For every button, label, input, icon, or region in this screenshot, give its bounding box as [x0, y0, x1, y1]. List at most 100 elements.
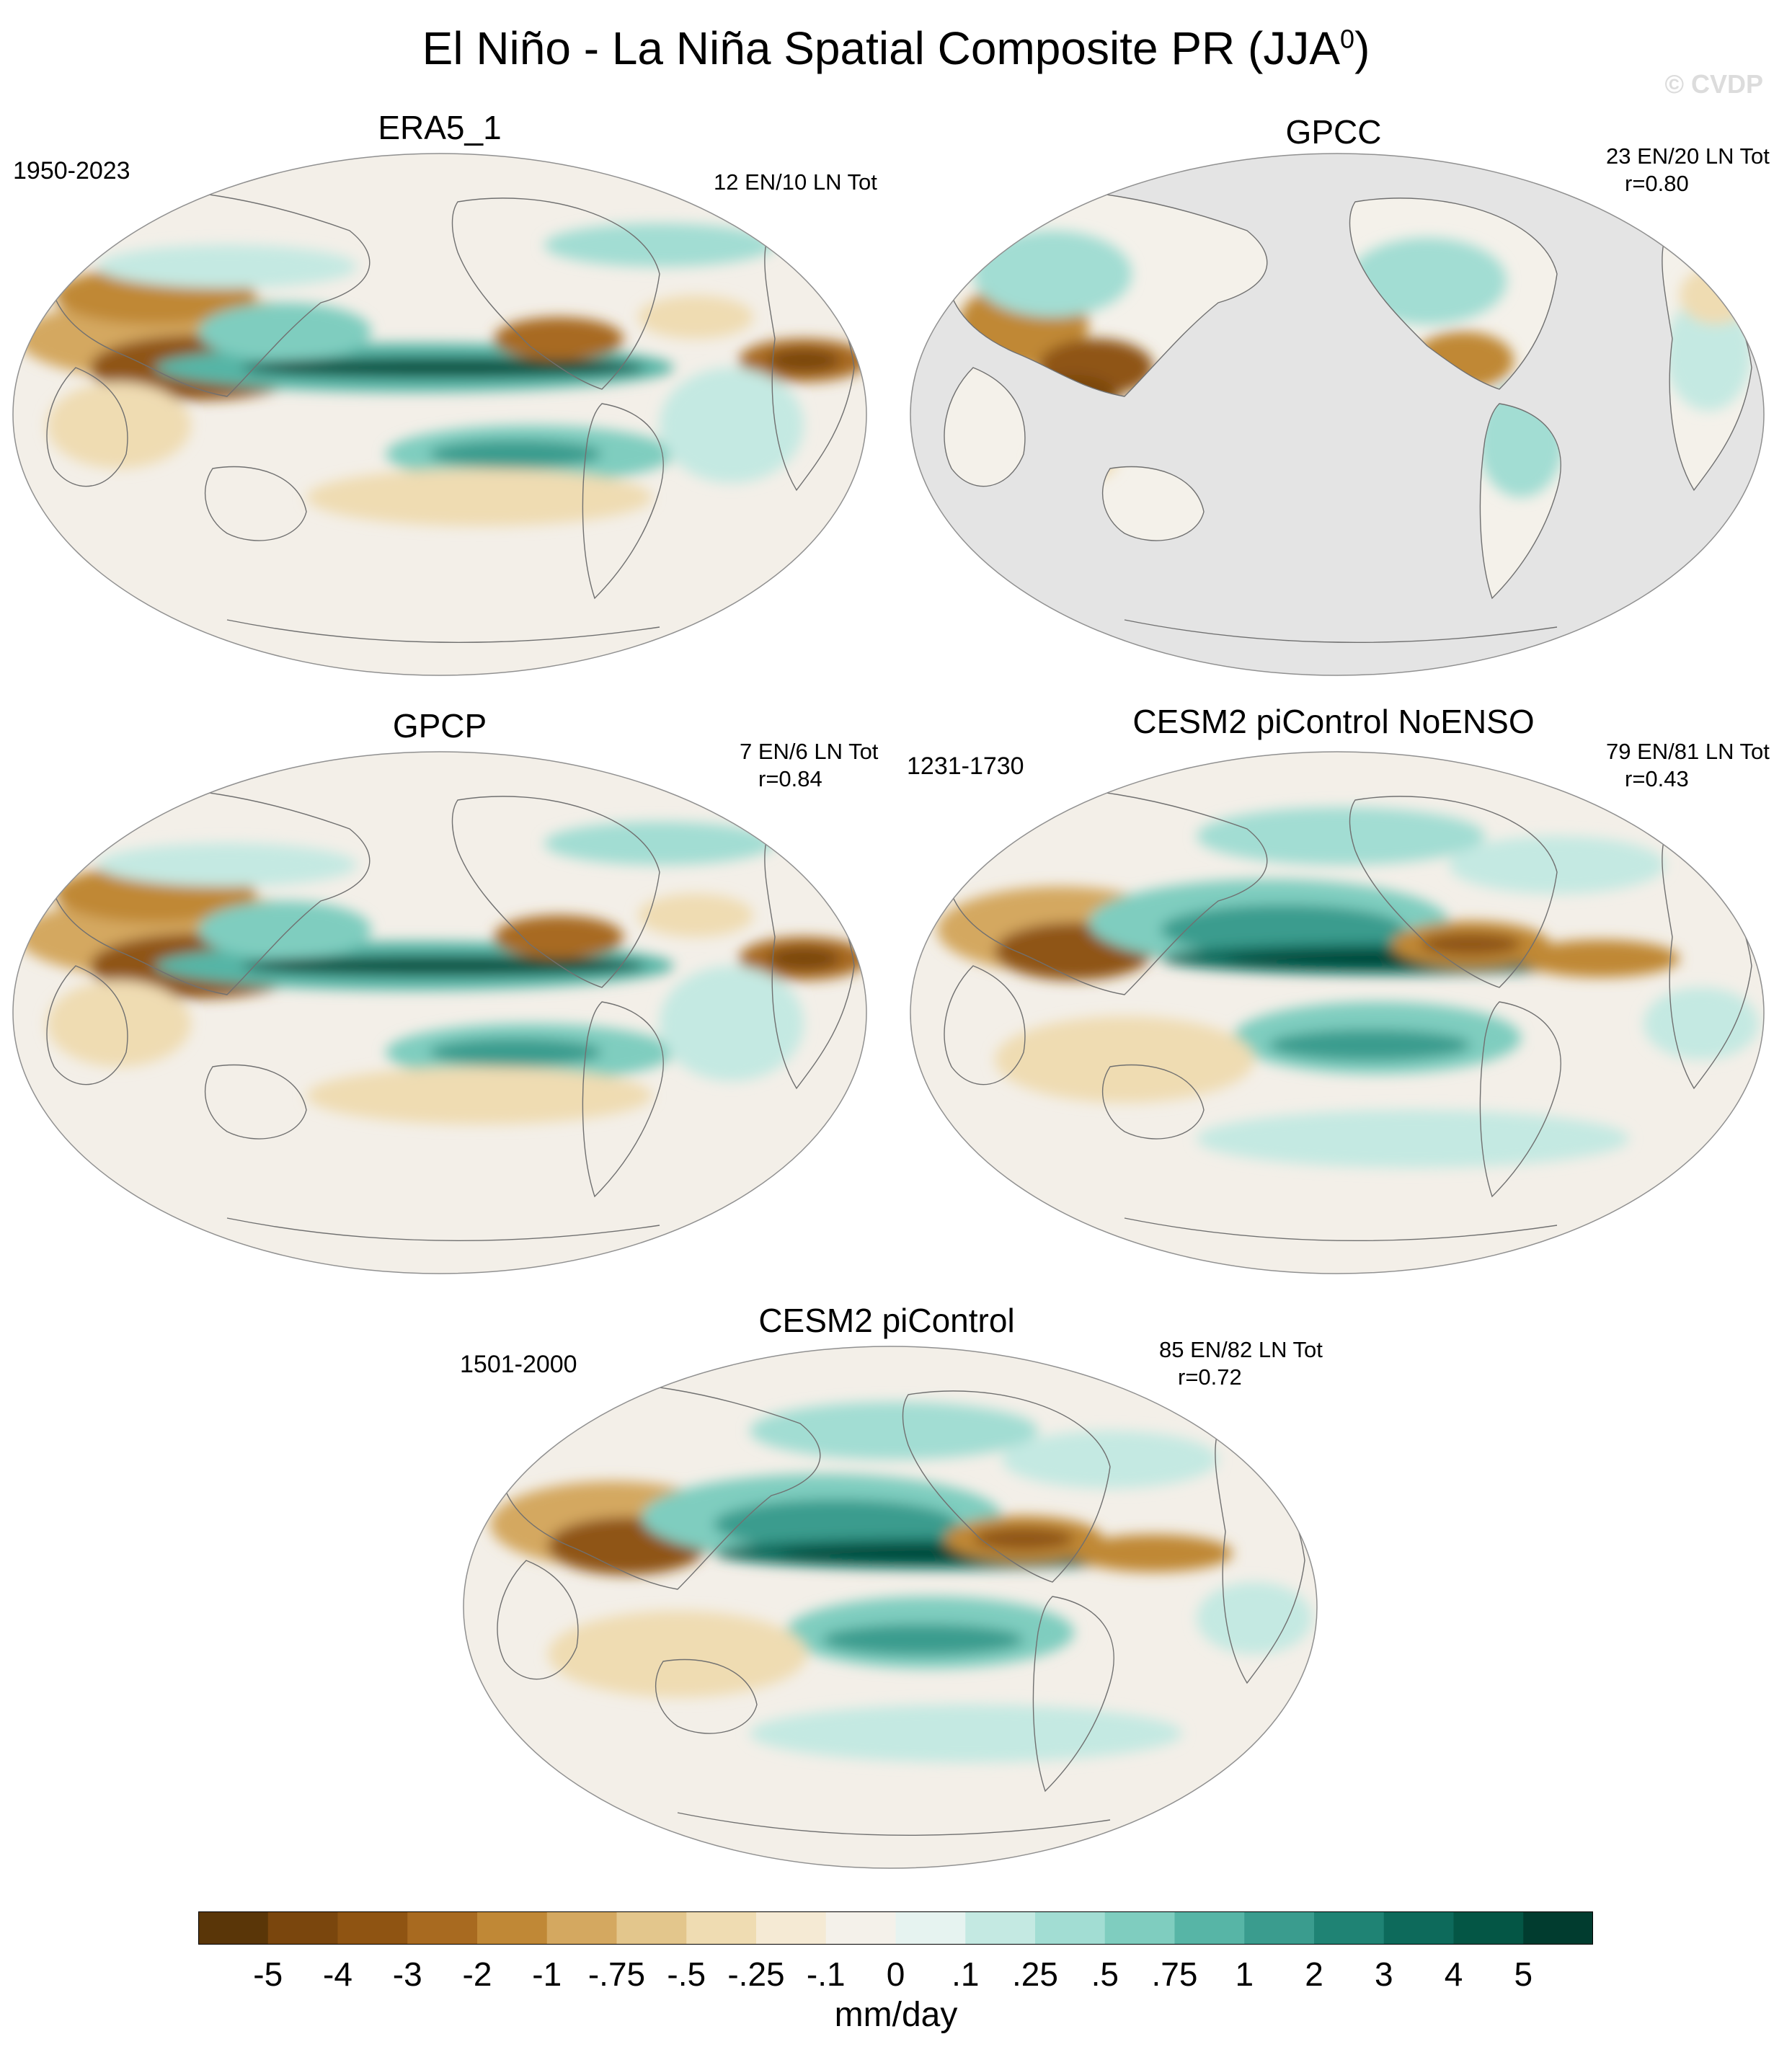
colorbar-swatch — [1523, 1911, 1593, 1945]
colorbar-swatch — [1035, 1911, 1106, 1945]
map-gpcc — [910, 153, 1765, 676]
colorbar-tick-label: 4 — [1444, 1955, 1463, 1993]
anomaly-region — [995, 1016, 1254, 1103]
land-field — [944, 368, 1025, 487]
years-label-cesm2: 1501-2000 — [460, 1351, 577, 1378]
panel-title-era5: ERA5_1 — [378, 109, 502, 146]
stats-label-cesm2-noenso: 79 EN/81 LN Tot r=0.43 — [1606, 739, 1770, 791]
anomaly-region — [494, 317, 624, 360]
stats-label-gpcc: 23 EN/20 LN Tot r=0.80 — [1606, 143, 1770, 196]
colorbar-swatch — [756, 1911, 827, 1945]
colorbar-tick-label: -.5 — [667, 1955, 706, 1993]
colorbar-swatch — [1383, 1911, 1454, 1945]
land-field — [1102, 466, 1204, 541]
colorbar-swatch — [1174, 1911, 1245, 1945]
anomaly-region — [306, 468, 652, 526]
anomaly-region — [1161, 905, 1406, 955]
colorbar-tick-label: .75 — [1151, 1955, 1198, 1993]
coastline — [582, 1001, 664, 1198]
anomaly-region — [1074, 1534, 1233, 1572]
colorbar-swatch — [267, 1911, 338, 1945]
anomaly-region — [1002, 1431, 1218, 1488]
map-frame — [463, 1346, 1318, 1869]
colorbar-swatch — [337, 1911, 408, 1945]
coastline — [1101, 466, 1205, 541]
anomaly-region — [973, 1527, 1074, 1550]
anomaly-region — [750, 1705, 1182, 1762]
figure-title: El Niño - La Niña Spatial Composite PR (… — [422, 22, 1370, 74]
map-frame — [12, 153, 867, 676]
colorbar-tick-label: 3 — [1374, 1955, 1393, 1993]
coastline — [1101, 1064, 1205, 1140]
map-frame — [12, 751, 867, 1274]
coastline — [1479, 403, 1561, 600]
coastline — [902, 1390, 1111, 1583]
colorbar-tick-label: -4 — [323, 1955, 352, 1993]
colorbar-swatch — [407, 1911, 478, 1945]
watermark-label: © CVDP — [1664, 69, 1763, 99]
coastline — [451, 796, 660, 988]
panel-title-cesm2: CESM2 piControl — [758, 1302, 1015, 1339]
colorbar-swatch — [1453, 1911, 1524, 1945]
anomaly-region — [822, 1624, 1024, 1656]
anomaly-region — [714, 1499, 959, 1550]
coastline — [677, 1812, 1111, 1836]
colorbar-tick-label: -3 — [392, 1955, 422, 1993]
stats-label-gpcp: 7 EN/6 LN Tot r=0.84 — [740, 739, 879, 791]
colorbar-swatch — [616, 1911, 687, 1945]
coastline — [204, 466, 307, 541]
map-frame — [910, 751, 1765, 1274]
colorbar-swatch — [686, 1911, 757, 1945]
coastline — [46, 367, 128, 487]
coastline — [497, 1560, 579, 1680]
panel-title-cesm2-noenso: CESM2 piControl NoENSO — [1132, 703, 1535, 740]
colorbar-tick-label: -.1 — [806, 1955, 846, 1993]
coastline — [655, 1658, 758, 1734]
anomaly-region — [97, 843, 357, 887]
anomaly-region — [306, 1067, 652, 1124]
colorbar-frame — [198, 1911, 1593, 1945]
colorbar-swatch — [1314, 1911, 1385, 1945]
stats-label-cesm2: 85 EN/82 LN Tot r=0.72 — [1159, 1337, 1323, 1390]
anomaly-region — [494, 915, 624, 959]
colorbar — [198, 1911, 1593, 1945]
anomaly-region — [1644, 987, 1759, 1060]
coastline — [1349, 796, 1558, 988]
map-frame — [910, 153, 1765, 676]
anomaly-region — [750, 1402, 1038, 1460]
colorbar-tick-label: -2 — [462, 1955, 492, 1993]
anomaly-region — [544, 223, 775, 267]
colorbar-tick-label: 5 — [1514, 1955, 1533, 1993]
anomaly-region — [1665, 296, 1752, 411]
colorbar-swatch — [1244, 1911, 1315, 1945]
coastline — [944, 965, 1026, 1085]
coastline — [204, 1064, 307, 1140]
map-era5 — [12, 153, 867, 676]
anomaly-region — [660, 966, 804, 1081]
anomaly-region — [1197, 1110, 1629, 1168]
anomaly-region — [1348, 238, 1507, 324]
colorbar-swatch — [965, 1911, 1036, 1945]
anomaly-region — [198, 901, 371, 959]
coastline — [1349, 197, 1558, 390]
colorbar-swatch — [198, 1911, 269, 1945]
colorbar-tick-label: 1 — [1235, 1955, 1254, 1993]
colorbar-tick-label: -.25 — [727, 1955, 785, 1993]
anomaly-region — [544, 822, 775, 865]
coastline — [226, 1217, 660, 1242]
map-gpcp — [12, 751, 867, 1274]
anomaly-region — [638, 894, 753, 937]
colorbar-tick-label: -.75 — [587, 1955, 646, 1993]
anomaly-region — [1420, 933, 1521, 956]
coastline — [451, 197, 660, 390]
colorbar-swatch — [546, 1911, 617, 1945]
anomaly-region — [1449, 836, 1665, 894]
anomaly-region — [548, 1611, 807, 1697]
anomaly-region — [1197, 807, 1485, 865]
map-cesm2 — [463, 1346, 1318, 1869]
stats-label-era5: 12 EN/10 LN Tot — [714, 169, 877, 195]
map-cesm2-noenso — [910, 751, 1765, 1274]
anomaly-region — [638, 296, 753, 339]
colorbar-swatch — [1104, 1911, 1175, 1945]
anomaly-region — [1269, 1029, 1471, 1061]
